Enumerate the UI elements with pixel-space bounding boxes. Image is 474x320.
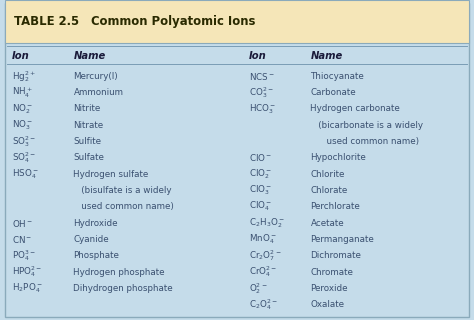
Text: Peroxide: Peroxide bbox=[310, 284, 348, 293]
Text: (bisulfate is a widely: (bisulfate is a widely bbox=[73, 186, 172, 195]
Text: ClO$^-$: ClO$^-$ bbox=[249, 152, 272, 163]
Text: Chlorate: Chlorate bbox=[310, 186, 348, 195]
Text: Acetate: Acetate bbox=[310, 219, 344, 228]
Text: Hypochlorite: Hypochlorite bbox=[310, 153, 366, 162]
Text: MnO$_4^-$: MnO$_4^-$ bbox=[249, 233, 277, 246]
Text: Hg$_2^{2+}$: Hg$_2^{2+}$ bbox=[12, 69, 36, 84]
Text: Ion: Ion bbox=[249, 51, 266, 61]
Text: SO$_3^{2-}$: SO$_3^{2-}$ bbox=[12, 134, 36, 149]
Text: Sulfate: Sulfate bbox=[73, 153, 104, 162]
Text: NO$_3^-$: NO$_3^-$ bbox=[12, 118, 33, 132]
Text: H$_2$PO$_4^-$: H$_2$PO$_4^-$ bbox=[12, 282, 43, 295]
Text: Name: Name bbox=[310, 51, 343, 61]
Text: Ion: Ion bbox=[12, 51, 29, 61]
Text: C$_2$O$_4^{2-}$: C$_2$O$_4^{2-}$ bbox=[249, 297, 278, 312]
Text: ClO$_3^-$: ClO$_3^-$ bbox=[249, 184, 272, 197]
Text: HPO$_4^{2-}$: HPO$_4^{2-}$ bbox=[12, 265, 42, 279]
Text: Hydrogen carbonate: Hydrogen carbonate bbox=[310, 104, 400, 113]
Text: Ammonium: Ammonium bbox=[73, 88, 123, 97]
Text: Phosphate: Phosphate bbox=[73, 251, 119, 260]
Text: HSO$_4^-$: HSO$_4^-$ bbox=[12, 167, 39, 181]
Text: SO$_4^{2-}$: SO$_4^{2-}$ bbox=[12, 150, 36, 165]
Text: Nitrate: Nitrate bbox=[73, 121, 104, 130]
Text: CN$^-$: CN$^-$ bbox=[12, 234, 32, 245]
Text: Name: Name bbox=[73, 51, 106, 61]
Text: (bicarbonate is a widely: (bicarbonate is a widely bbox=[310, 121, 423, 130]
Text: C$_2$H$_3$O$_2^-$: C$_2$H$_3$O$_2^-$ bbox=[249, 216, 285, 230]
Text: TABLE 2.5   Common Polyatomic Ions: TABLE 2.5 Common Polyatomic Ions bbox=[14, 15, 255, 28]
Text: Dichromate: Dichromate bbox=[310, 251, 361, 260]
Text: Cr$_2$O$_7^{2-}$: Cr$_2$O$_7^{2-}$ bbox=[249, 248, 282, 263]
Text: Oxalate: Oxalate bbox=[310, 300, 345, 309]
Text: CrO$_4^{2-}$: CrO$_4^{2-}$ bbox=[249, 265, 277, 279]
Text: Hydrogen sulfate: Hydrogen sulfate bbox=[73, 170, 149, 179]
Text: Permanganate: Permanganate bbox=[310, 235, 374, 244]
Text: Chlorite: Chlorite bbox=[310, 170, 345, 179]
Text: ClO$_4^-$: ClO$_4^-$ bbox=[249, 200, 272, 213]
Text: Carbonate: Carbonate bbox=[310, 88, 356, 97]
Text: ClO$_2^-$: ClO$_2^-$ bbox=[249, 167, 272, 181]
Text: NCS$^-$: NCS$^-$ bbox=[249, 71, 275, 82]
Text: HCO$_3^-$: HCO$_3^-$ bbox=[249, 102, 276, 116]
Text: Dihydrogen phosphate: Dihydrogen phosphate bbox=[73, 284, 173, 293]
Text: used common name): used common name) bbox=[73, 202, 174, 211]
Text: O$_2^{2-}$: O$_2^{2-}$ bbox=[249, 281, 267, 296]
Bar bbox=[5, 0, 469, 43]
Text: PO$_4^{3-}$: PO$_4^{3-}$ bbox=[12, 248, 36, 263]
Text: Chromate: Chromate bbox=[310, 268, 353, 276]
Text: NO$_2^-$: NO$_2^-$ bbox=[12, 102, 33, 116]
Text: Hydroxide: Hydroxide bbox=[73, 219, 118, 228]
Text: Hydrogen phosphate: Hydrogen phosphate bbox=[73, 268, 165, 276]
Text: CO$_3^{2-}$: CO$_3^{2-}$ bbox=[249, 85, 273, 100]
Text: Perchlorate: Perchlorate bbox=[310, 202, 360, 211]
Text: Sulfite: Sulfite bbox=[73, 137, 101, 146]
Text: Nitrite: Nitrite bbox=[73, 104, 100, 113]
Text: NH$_4^+$: NH$_4^+$ bbox=[12, 85, 33, 100]
Text: OH$^-$: OH$^-$ bbox=[12, 218, 33, 228]
Text: Cyanide: Cyanide bbox=[73, 235, 109, 244]
Text: Mercury(I): Mercury(I) bbox=[73, 72, 118, 81]
Text: used common name): used common name) bbox=[310, 137, 419, 146]
Text: Thiocyanate: Thiocyanate bbox=[310, 72, 364, 81]
